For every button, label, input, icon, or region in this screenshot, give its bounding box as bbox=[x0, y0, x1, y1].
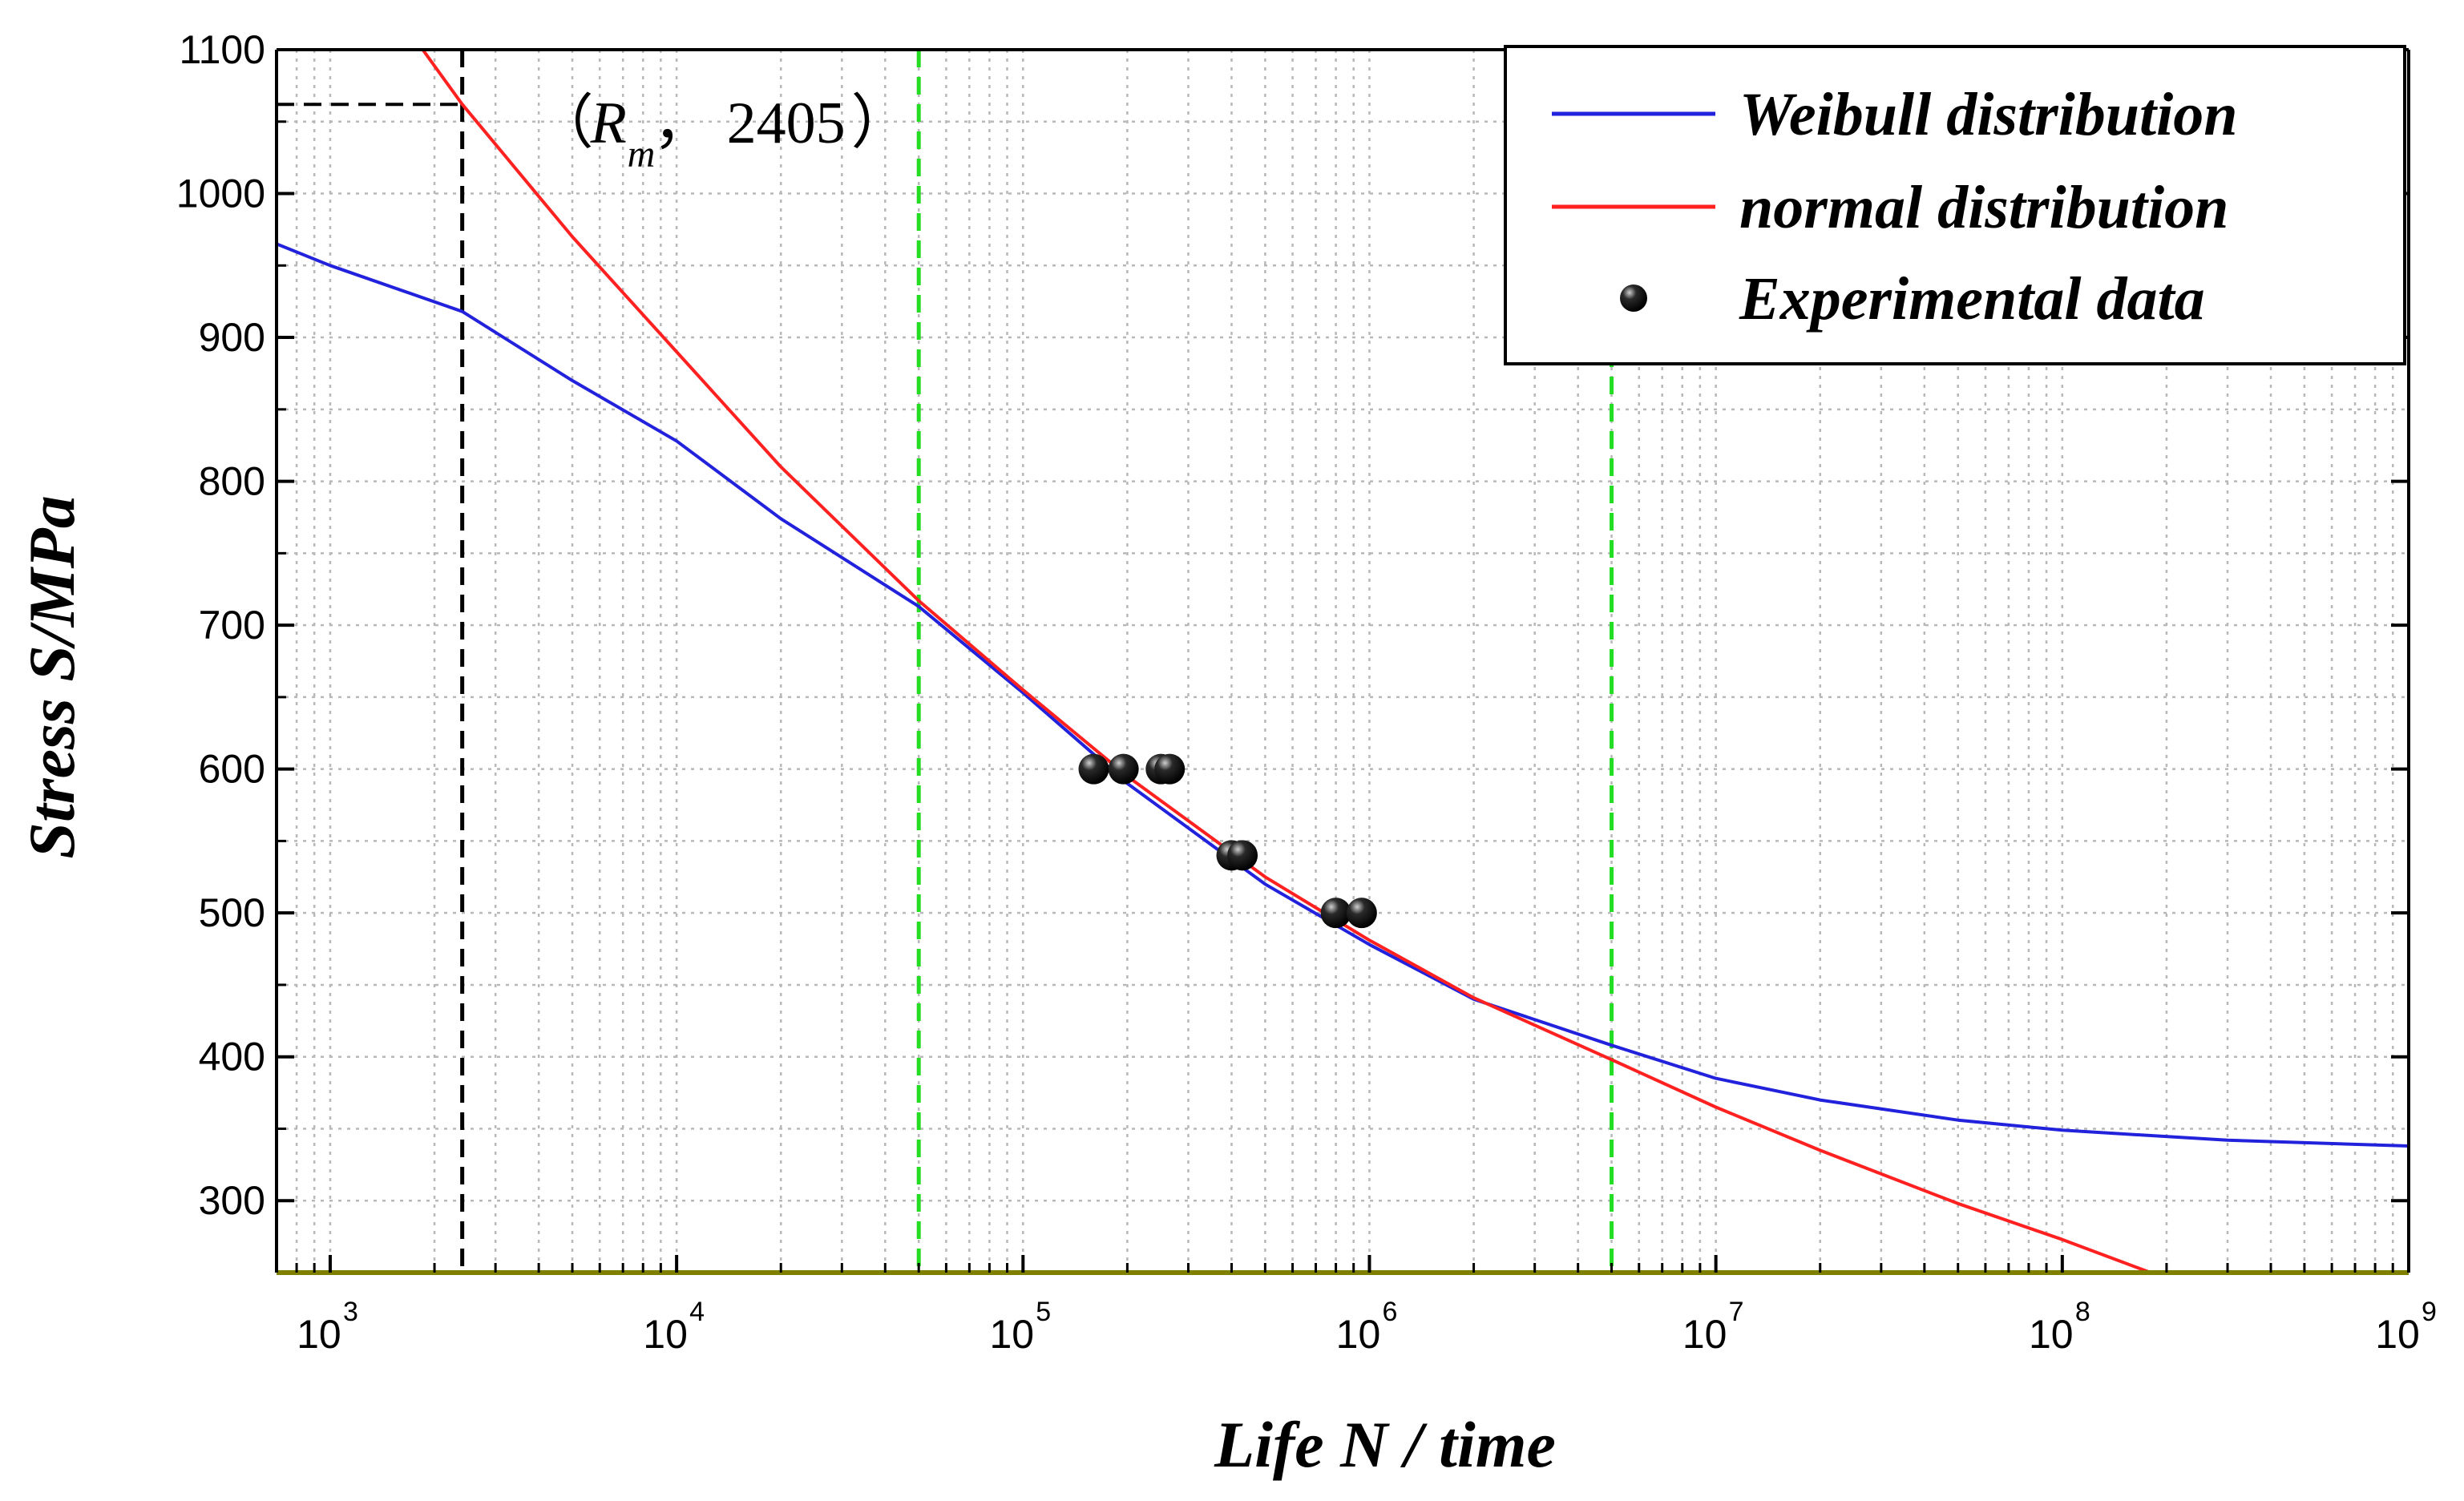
data-point bbox=[1108, 753, 1139, 785]
rm-annotation: （R m， 2405） bbox=[535, 91, 911, 176]
legend-experimental-swatch bbox=[1620, 284, 1647, 312]
x-tick-label: 10 bbox=[1682, 1312, 1727, 1357]
x-tick-label: 10 bbox=[297, 1312, 341, 1357]
y-tick-label: 1000 bbox=[176, 171, 265, 216]
x-axis-title: Life N / time bbox=[1214, 1408, 1556, 1481]
series-lines bbox=[277, 50, 2409, 1273]
y-tick-label: 400 bbox=[199, 1035, 265, 1079]
annotation-subscript: m bbox=[628, 133, 656, 176]
x-tick-label: 10 bbox=[643, 1312, 688, 1357]
x-tick-label: 10 bbox=[989, 1312, 1034, 1357]
data-point bbox=[1346, 898, 1377, 929]
y-tick-label: 700 bbox=[199, 603, 265, 648]
x-tick-label: 10 bbox=[2029, 1312, 2074, 1357]
x-tick-exponent: 5 bbox=[1036, 1297, 1051, 1327]
x-tick-exponent: 3 bbox=[343, 1297, 358, 1327]
legend-weibull-label: Weibull distribution bbox=[1739, 81, 2238, 148]
y-tick-label: 800 bbox=[199, 459, 265, 504]
y-tick-label: 600 bbox=[199, 747, 265, 792]
data-point bbox=[1227, 840, 1258, 871]
weibull-curve bbox=[277, 242, 2409, 1148]
x-tick-exponent: 8 bbox=[2075, 1297, 2090, 1327]
x-tick-label: 10 bbox=[2375, 1312, 2420, 1357]
y-tick-label: 1100 bbox=[179, 27, 265, 72]
y-axis-title: Stress S/MPa bbox=[15, 495, 88, 858]
annotation-value: 2405 bbox=[727, 91, 846, 156]
annotation-open-paren: （ bbox=[535, 91, 594, 156]
experimental-points bbox=[1078, 753, 1377, 929]
x-tick-exponent: 7 bbox=[1729, 1297, 1744, 1327]
annotation-symbol: R bbox=[590, 91, 627, 156]
y-tick-label: 500 bbox=[199, 890, 265, 935]
annotation-separator: ， bbox=[653, 91, 713, 156]
data-point bbox=[1078, 753, 1109, 785]
annotation-close-paren: ） bbox=[851, 91, 911, 156]
x-tick-exponent: 4 bbox=[689, 1297, 705, 1327]
data-point bbox=[1320, 898, 1351, 929]
data-point bbox=[1154, 753, 1186, 785]
y-tick-label: 900 bbox=[199, 315, 265, 360]
x-tick-exponent: 6 bbox=[1382, 1297, 1397, 1327]
x-tick-exponent: 9 bbox=[2422, 1297, 2437, 1327]
legend: Weibull distribution normal distribution E… bbox=[1504, 45, 2406, 365]
x-tick-label: 10 bbox=[1336, 1312, 1381, 1357]
y-tick-label: 300 bbox=[199, 1178, 265, 1223]
legend-experimental-label: Experimental data bbox=[1739, 265, 2205, 333]
normal-curve bbox=[421, 50, 2151, 1273]
legend-normal-label: normal distribution bbox=[1739, 174, 2228, 241]
